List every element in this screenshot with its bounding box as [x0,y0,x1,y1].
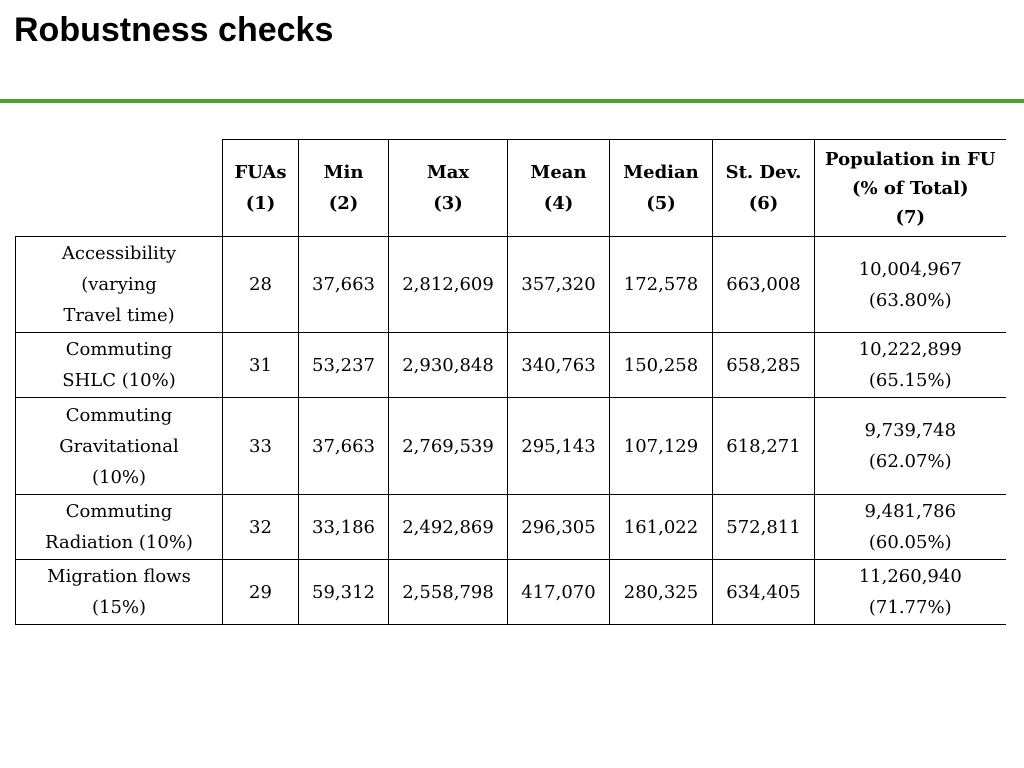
header-fuas: FUAs (1) [222,139,299,237]
table-row: Commuting Gravitational (10%) 33 37,663 … [15,397,1006,495]
table-row: Accessibility (varying Travel time) 28 3… [15,236,1006,333]
cell-min: 59,312 [298,559,389,625]
header-number: (6) [748,193,779,214]
cell-max: 2,930,848 [388,332,508,398]
cell-median: 150,258 [609,332,713,398]
slide-title: Robustness checks [14,11,334,49]
population-share: (63.80%) [868,289,952,311]
cell-median: 172,578 [609,236,713,333]
header-number: (7) [895,206,926,228]
cell-min: 53,237 [298,332,389,398]
table-header-row: FUAs (1) Min (2) Max (3) Mean (4) Median… [15,139,1006,237]
title-divider [0,99,1024,103]
row-label: Commuting Radiation (10%) [15,494,223,560]
header-label: Population in FU [825,148,996,170]
row-label-line: Gravitational [59,435,179,457]
cell-min: 37,663 [298,397,389,495]
header-label: St. Dev. [725,162,802,183]
cell-max: 2,769,539 [388,397,508,495]
row-label-line: (15%) [91,597,147,618]
population-share: (62.07%) [868,451,952,472]
table-row: Migration flows (15%) 29 59,312 2,558,79… [15,559,1006,625]
row-label-line: SHLC (10%) [62,370,176,391]
cell-population: 9,739,748 (62.07%) [814,397,1006,495]
row-label-line: Accessibility [61,243,177,264]
row-label-line: Commuting [65,404,173,426]
cell-stdev: 618,271 [712,397,815,495]
cell-mean: 340,763 [507,332,610,398]
cell-population: 9,481,786 (60.05%) [814,494,1006,560]
row-label-line: (10%) [91,466,147,488]
cell-stdev: 634,405 [712,559,815,625]
row-label-line: Migration flows [47,566,191,587]
header-mean: Mean (4) [507,139,610,237]
cell-mean: 295,143 [507,397,610,495]
cell-max: 2,558,798 [388,559,508,625]
row-label-line: Commuting [65,501,173,522]
cell-max: 2,812,609 [388,236,508,333]
cell-population: 10,222,899 (65.15%) [814,332,1006,398]
cell-stdev: 572,811 [712,494,815,560]
cell-median: 161,022 [609,494,713,560]
population-share: (71.77%) [868,597,952,618]
header-label: Max [426,162,470,183]
row-label-line: (varying [81,274,157,295]
row-label-line: Radiation (10%) [45,532,193,553]
header-number: (2) [328,193,359,214]
header-number: (3) [433,193,463,214]
header-max: Max (3) [388,139,508,237]
cell-median: 107,129 [609,397,713,495]
header-number: (4) [543,193,574,214]
cell-min: 33,186 [298,494,389,560]
header-stdev: St. Dev. (6) [712,139,815,237]
row-label: Accessibility (varying Travel time) [15,236,223,333]
header-label: Mean [530,162,587,183]
header-number: (1) [245,193,276,214]
population-value: 9,481,786 [864,501,957,522]
cell-min: 37,663 [298,236,389,333]
population-share: (65.15%) [868,370,952,391]
header-number: (5) [646,193,676,214]
row-label: Commuting SHLC (10%) [15,332,223,398]
header-label: FUAs [234,162,287,183]
cell-stdev: 658,285 [712,332,815,398]
cell-fuas: 28 [222,236,299,333]
robustness-table: FUAs (1) Min (2) Max (3) Mean (4) Median… [15,139,1006,625]
row-label-line: Commuting [65,339,173,360]
header-population: Population in FU (% of Total) (7) [814,139,1006,237]
header-blank-cell [16,140,223,237]
population-share: (60.05%) [868,532,952,553]
cell-max: 2,492,869 [388,494,508,560]
table-row: Commuting Radiation (10%) 32 33,186 2,49… [15,494,1006,560]
header-label: Min [323,162,364,183]
row-label-line: Travel time) [63,305,175,326]
header-min: Min (2) [298,139,389,237]
cell-fuas: 33 [222,397,299,495]
header-median: Median (5) [609,139,713,237]
cell-mean: 417,070 [507,559,610,625]
cell-stdev: 663,008 [712,236,815,333]
cell-population: 11,260,940 (71.77%) [814,559,1006,625]
header-label: (% of Total) [851,177,969,199]
cell-mean: 296,305 [507,494,610,560]
table-row: Commuting SHLC (10%) 31 53,237 2,930,848… [15,332,1006,398]
population-value: 11,260,940 [858,566,962,587]
cell-fuas: 32 [222,494,299,560]
cell-fuas: 31 [222,332,299,398]
population-value: 10,004,967 [858,258,962,280]
cell-mean: 357,320 [507,236,610,333]
cell-fuas: 29 [222,559,299,625]
header-label: Median [623,162,699,183]
row-label: Commuting Gravitational (10%) [15,397,223,495]
population-value: 10,222,899 [858,339,962,360]
cell-population: 10,004,967 (63.80%) [814,236,1006,333]
population-value: 9,739,748 [864,420,957,441]
cell-median: 280,325 [609,559,713,625]
row-label: Migration flows (15%) [15,559,223,625]
